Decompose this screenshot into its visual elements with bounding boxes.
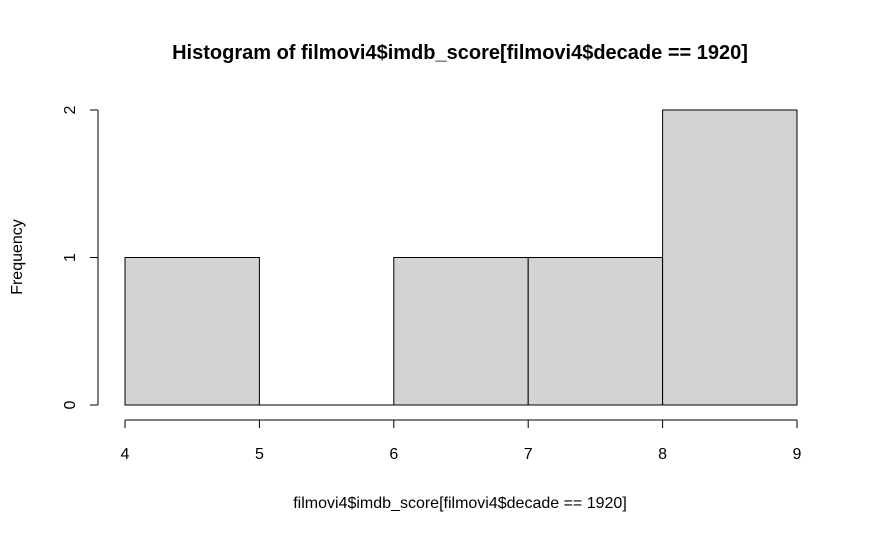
y-axis-ticks: 0 1 2	[62, 105, 98, 409]
bars-group	[124, 109, 798, 406]
chart-title: Histogram of filmovi4$imdb_score[filmovi…	[172, 42, 748, 64]
x-tick-label: 7	[524, 446, 533, 463]
x-tick-label: 4	[121, 446, 130, 463]
histogram-bar-0	[124, 257, 260, 406]
x-tick-label: 5	[255, 446, 264, 463]
y-tick-label: 1	[62, 253, 79, 262]
histogram-bar-3	[527, 257, 664, 406]
y-tick-label: 2	[62, 105, 79, 114]
histogram-bar-2	[393, 257, 529, 406]
y-axis-label: Frequency	[9, 219, 26, 295]
histogram-bar-4	[662, 109, 798, 406]
x-tick-label: 6	[389, 446, 398, 463]
x-axis-ticks: 4 5 6 7 8 9	[121, 420, 802, 463]
y-tick-label: 0	[62, 400, 79, 409]
x-tick-label: 9	[793, 446, 802, 463]
x-axis-label: filmovi4$imdb_score[filmovi4$decade == 1…	[293, 495, 627, 512]
x-tick-label: 8	[658, 446, 667, 463]
